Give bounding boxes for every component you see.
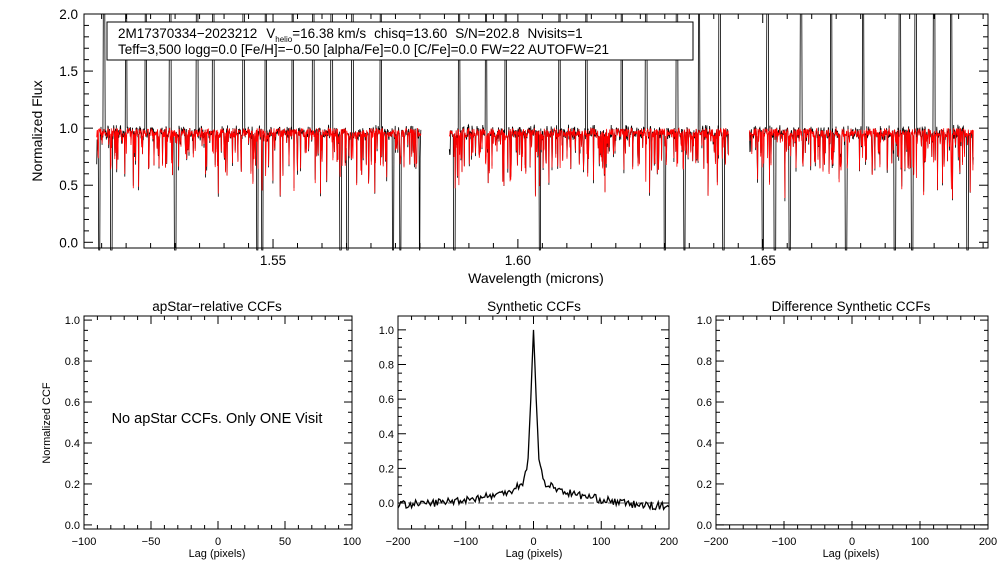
ccf-xtick-label: 0: [849, 536, 855, 548]
ccf-ytick-label: 0.2: [65, 479, 80, 491]
spectrum-ytick-label: 0.5: [59, 178, 78, 193]
ccf-panel-3-title: Difference Synthetic CCFs: [772, 299, 931, 314]
ccf-xtick-label: −100: [72, 536, 97, 548]
ccf-xtick-label: −200: [386, 536, 411, 548]
spectrum-xtick-label: 1.55: [260, 253, 286, 268]
ccf-ytick-label: 0.0: [65, 520, 80, 532]
ccf-xtick-label: −200: [704, 536, 729, 548]
spectrum-xtick-label: 1.65: [750, 253, 776, 268]
no-ccf-message: No apStar CCFs. Only ONE Visit: [112, 411, 323, 427]
ccf-xtick-label: 200: [979, 536, 997, 548]
ccf-ytick-label: 0.0: [379, 498, 394, 510]
ccf-xtick-label: −100: [772, 536, 797, 548]
spectrum-ytick-label: 1.5: [59, 64, 78, 79]
nvisits: Nvisits=1: [527, 26, 582, 41]
ccf-ytick-label: 0.2: [697, 479, 712, 491]
ccf-ytick-label: 1.0: [697, 315, 712, 327]
ccf-ytick-label: 0.6: [697, 397, 712, 409]
ccf-xtick-label: 100: [911, 536, 929, 548]
ccf-ytick-label: 0.4: [697, 438, 712, 450]
ccf-ytick-label: 0.4: [379, 429, 394, 441]
ccf-panel-synthetic: Synthetic CCFs −200 −100 0 100 200 0.0 0.2 0.4 0…: [379, 299, 678, 560]
spectrum-ytick-label: 1.0: [59, 121, 78, 136]
spectrum-info-line1: 2M17370334−2023212 Vhelio=16.38 km/s chisq…: [118, 26, 583, 44]
model-spectrum-path: [96, 127, 974, 199]
spectrum-ytick-label: 2.0: [59, 7, 78, 22]
spectrum-ytick-label: 0.0: [59, 235, 78, 250]
ccf-xtick-label: −50: [142, 536, 161, 548]
ccf-xtick-label: −100: [453, 536, 478, 548]
synthetic-ccf-curve: [397, 329, 670, 511]
synthetic-ccf-path: [397, 329, 670, 511]
ccf-panel-2-xlabel: Lag (pixels): [506, 548, 563, 560]
ccf-panel-2-ticks: −200 −100 0 100 200 0.0 0.2 0.4 0.6 0.8 1.0: [379, 316, 678, 548]
ccf-ytick-label: 0.6: [65, 397, 80, 409]
ccf-panel-3-frame: [715, 315, 989, 530]
vhelio-value: =16.38 km/s: [292, 26, 366, 41]
star-id: 2M17370334−2023212: [118, 26, 257, 41]
ccf-xtick-label: 200: [660, 536, 678, 548]
ccf-ylabel: Normalized CCF: [41, 382, 53, 464]
snr: S/N=202.8: [455, 26, 519, 41]
ccf-ytick-label: 1.0: [379, 325, 394, 337]
ccf-xtick-label: 100: [592, 536, 610, 548]
spectrum-xtick-label: 1.60: [505, 253, 531, 268]
ccf-xtick-label: 50: [279, 536, 291, 548]
ccf-ytick-label: 0.0: [697, 520, 712, 532]
ccf-panel-2-frame: [397, 315, 670, 530]
ccf-panel-3-xlabel: Lag (pixels): [823, 548, 880, 560]
chisq: chisq=13.60: [374, 26, 447, 41]
ccf-panel-apstar: apStar−relative CCFs −100 −50 0 50 100 0.0 0.2…: [41, 299, 361, 560]
spectrum-panel: 1.55 1.60 1.65 0.0 0.5 1.0 1.5 2.0 2M17370334−2…: [29, 7, 989, 286]
vhelio-subscript: helio: [275, 35, 292, 44]
ccf-panel-1-title: apStar−relative CCFs: [152, 299, 282, 314]
ccf-panel-1-xlabel: Lag (pixels): [189, 548, 246, 560]
ccf-ytick-label: 1.0: [65, 315, 80, 327]
ccf-panel-3-ticks: −200 −100 0 100 200 0.0 0.2 0.4 0.6 0.8 1.0: [697, 315, 997, 548]
ccf-xtick-label: 100: [343, 536, 361, 548]
ccf-panel-1-ticks: −100 −50 0 50 100 0.0 0.2 0.4 0.6 0.8 1.0: [65, 315, 361, 548]
model-spectrum-line: [96, 127, 974, 199]
ccf-ytick-label: 0.8: [697, 356, 712, 368]
ccf-ytick-label: 0.2: [379, 463, 394, 475]
ccf-xtick-label: 0: [215, 536, 221, 548]
ccf-panel-difference: Difference Synthetic CCFs −200 −100 0 100 20…: [697, 299, 997, 560]
ccf-panel-2-title: Synthetic CCFs: [487, 299, 581, 314]
spectrum-ticks: 1.55 1.60 1.65 0.0 0.5 1.0 1.5 2.0: [59, 7, 988, 268]
vhelio-label: V: [266, 26, 275, 41]
ccf-ytick-label: 0.6: [379, 394, 394, 406]
spectrum-xlabel: Wavelength (microns): [468, 270, 604, 286]
ccf-ytick-label: 0.8: [379, 359, 394, 371]
ccf-ytick-label: 0.4: [65, 438, 80, 450]
ccf-xtick-label: 0: [530, 536, 536, 548]
spectrum-ylabel: Normalized Flux: [29, 80, 45, 181]
spectrum-info-line2: Teff=3,500 logg=0.0 [Fe/H]=−0.50 [alpha/…: [118, 42, 609, 57]
ccf-ytick-label: 0.8: [65, 356, 80, 368]
spectrum-info-box: [106, 21, 694, 61]
spectrum-axes-frame: [83, 13, 989, 249]
